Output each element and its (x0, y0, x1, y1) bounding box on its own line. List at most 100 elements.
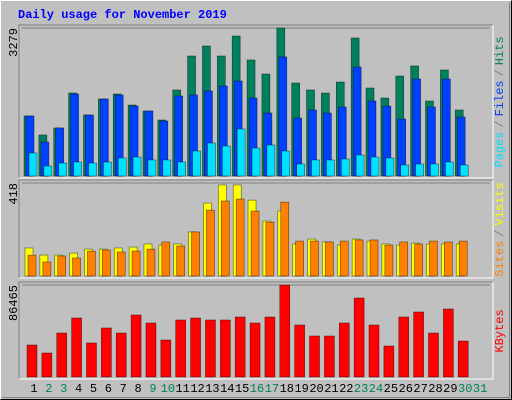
bar (72, 257, 81, 277)
y-tick-label: 3279 (7, 28, 21, 57)
bar (430, 163, 439, 177)
bar (369, 239, 379, 277)
x-tick-label: 23 (354, 382, 368, 396)
bar (147, 159, 157, 177)
bar (86, 342, 97, 378)
bar (177, 161, 186, 177)
x-tick-label: 31 (473, 382, 487, 396)
bar (56, 332, 68, 378)
panel-bevel (19, 25, 494, 179)
legend-entry: KBytes (493, 309, 507, 352)
panel-bevel (19, 180, 494, 279)
bar (443, 308, 454, 378)
legend: Sites / Visits (493, 182, 507, 276)
x-tick-label: 26 (399, 382, 413, 396)
x-tick-label: 24 (369, 382, 383, 396)
legend: Pages / Files / Hits (493, 36, 507, 167)
bar (339, 240, 349, 277)
bar (384, 244, 394, 277)
legend-entry: Files (493, 80, 507, 116)
bar (103, 161, 112, 177)
bar (234, 316, 246, 378)
x-tick-label: 14 (220, 382, 234, 396)
bar (265, 221, 275, 277)
x-tick-label: 28 (428, 382, 442, 396)
x-tick-label: 5 (90, 382, 97, 396)
bar (338, 322, 350, 378)
bar (222, 145, 231, 177)
bar (251, 147, 261, 177)
bar (205, 319, 216, 378)
bar (444, 241, 453, 277)
bar (295, 240, 304, 277)
legend-entry: Sites (493, 241, 507, 277)
bar (279, 284, 291, 378)
bar (116, 251, 126, 277)
x-tick-label: 15 (235, 382, 249, 396)
bar (250, 210, 260, 277)
x-tick-label: 8 (134, 382, 141, 396)
bar (428, 332, 439, 378)
bar (175, 319, 186, 378)
bar (429, 240, 438, 277)
x-tick-label: 7 (120, 382, 127, 396)
bar (43, 165, 53, 177)
bar (190, 317, 201, 378)
bar (132, 156, 142, 177)
bar (101, 327, 112, 378)
x-tick-label: 19 (294, 382, 308, 396)
bar (296, 163, 305, 177)
panel-bevel (18, 24, 493, 178)
y-tick-label: 418 (7, 183, 21, 205)
x-tick-label: 13 (205, 382, 219, 396)
x-tick-label: 3 (60, 382, 67, 396)
x-tick-label: 27 (413, 382, 427, 396)
bar (117, 157, 127, 177)
bar (88, 162, 97, 177)
legend-separator: / (493, 69, 507, 76)
bar (220, 319, 231, 378)
x-tick-label: 2 (45, 382, 52, 396)
bar (340, 158, 350, 177)
bar (115, 332, 127, 378)
bar (400, 164, 410, 177)
bar (294, 324, 305, 378)
bar (309, 335, 320, 378)
bar (28, 152, 38, 177)
x-tick-label: 6 (105, 382, 112, 396)
x-tick-label: 4 (75, 382, 82, 396)
legend: KBytes (493, 309, 507, 352)
y-tick-label: 86465 (7, 285, 21, 321)
bar (161, 241, 171, 277)
bar (311, 159, 320, 177)
x-tick-label: 30 (458, 382, 472, 396)
bar (206, 209, 215, 277)
bar (221, 200, 230, 277)
x-tick-label: 9 (149, 382, 156, 396)
x-tick-label: 25 (384, 382, 398, 396)
bar (191, 231, 200, 277)
bar (280, 201, 290, 277)
bar (324, 335, 335, 378)
legend-entry: Pages (493, 132, 507, 168)
x-tick-label: 10 (161, 382, 175, 396)
x-tick-label: 16 (250, 382, 264, 396)
bar (459, 164, 469, 177)
bar (458, 240, 468, 277)
bar (57, 255, 67, 277)
bar (87, 250, 96, 277)
bar (71, 317, 82, 378)
bar (398, 316, 410, 378)
x-tick-label: 18 (280, 382, 294, 396)
x-tick-label: 17 (265, 382, 279, 396)
bar (354, 239, 364, 277)
bar (383, 345, 395, 378)
bar (326, 159, 335, 177)
bar (162, 159, 172, 177)
bar (368, 324, 380, 378)
bar (73, 161, 82, 177)
x-tick-label: 21 (324, 382, 338, 396)
bar (192, 150, 201, 177)
